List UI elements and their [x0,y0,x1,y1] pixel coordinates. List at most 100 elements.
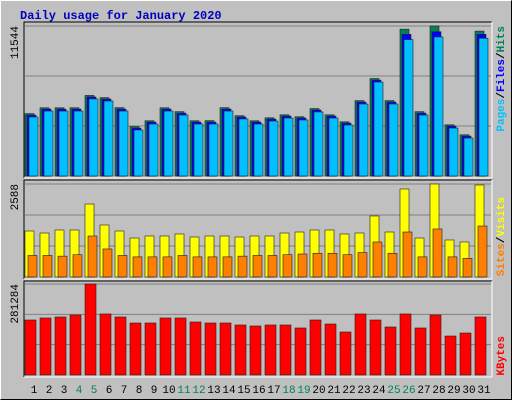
legend-separator: / [496,52,508,59]
plot-border [23,280,492,377]
bar [327,252,338,278]
bar [297,253,308,278]
x-tick-label: 30 [462,385,475,397]
bar [417,256,428,278]
plot-border [24,22,493,179]
x-tick-label: 26 [402,385,415,397]
bar [207,256,218,278]
x-tick-label: 3 [61,385,68,397]
bar [208,123,219,177]
x-tick-label: 28 [432,385,445,397]
bar [448,127,459,177]
bar [462,258,473,278]
bar [42,255,53,278]
x-tick-label: 25 [387,385,400,397]
x-tick-label: 19 [297,385,310,397]
y-tick-label: 11544 [10,26,22,59]
bar [99,313,112,376]
x-tick-label: 21 [327,385,341,397]
bar [144,322,157,376]
x-tick-label: 6 [106,385,113,397]
bar [294,327,307,376]
bar [54,316,67,376]
bar [343,124,354,177]
bar [189,321,202,376]
bar [192,256,203,278]
bar [369,319,382,376]
bar [354,313,367,376]
bar [414,327,427,376]
bar [129,322,142,376]
bar [478,37,489,177]
chart-title: Daily usage for January 2020 [20,9,222,23]
x-tick-label: 8 [136,385,143,397]
bar [373,81,384,177]
legend: Pages/Files/Hits [496,26,508,132]
bar [447,256,458,278]
bar [432,228,443,278]
bar [312,252,323,278]
bar [249,325,262,376]
x-tick-label: 14 [222,385,236,397]
x-tick-label: 16 [252,385,265,397]
plot-border [23,21,492,178]
legend-separator: / [496,236,508,243]
bar [69,314,82,376]
bar [358,103,369,177]
bar [24,319,37,376]
x-tick-label: 7 [121,385,128,397]
x-tick-label: 23 [357,385,370,397]
bar [103,100,114,177]
bar [264,324,277,376]
bar [73,110,84,177]
bar [58,110,69,177]
bar [234,324,247,376]
y-tick-label: 281284 [10,284,22,324]
x-tick-label: 31 [477,385,491,397]
bar [342,254,353,278]
bar [267,255,278,278]
bar [402,231,413,278]
bar [357,252,368,278]
bar [429,314,442,376]
legend-entry: Visits [496,197,508,237]
bar [403,39,414,177]
bar [132,256,143,278]
bar [147,256,158,278]
bar [328,117,339,177]
bar [384,326,397,376]
bar [72,254,83,278]
bar [237,255,248,278]
x-tick-label: 9 [151,385,158,397]
bar [474,316,487,376]
bar [88,98,99,177]
x-tick-label: 1 [31,385,38,397]
bar [399,313,412,376]
bar [222,256,233,278]
bar [282,254,293,278]
bar [117,255,128,278]
bar [313,111,324,177]
bar [133,129,144,177]
bar [177,255,188,278]
bar [84,283,97,376]
x-tick-label: 5 [91,385,98,397]
legend-entry: Sites [496,243,508,276]
bar [253,123,264,177]
bar [39,317,52,376]
plot-border [23,179,492,279]
legend-entry: Hits [496,26,508,52]
bar [309,319,322,376]
bar [27,255,38,278]
legend: Sites/Visits [496,197,508,276]
bar [159,317,172,376]
x-tick-label: 11 [177,385,191,397]
bar [193,123,204,177]
bar [87,235,98,278]
x-tick-label: 2 [46,385,53,397]
bar [298,119,309,177]
bar [148,123,159,177]
bar [219,322,232,376]
legend: KBytes [496,336,508,376]
x-tick-label: 24 [372,385,386,397]
